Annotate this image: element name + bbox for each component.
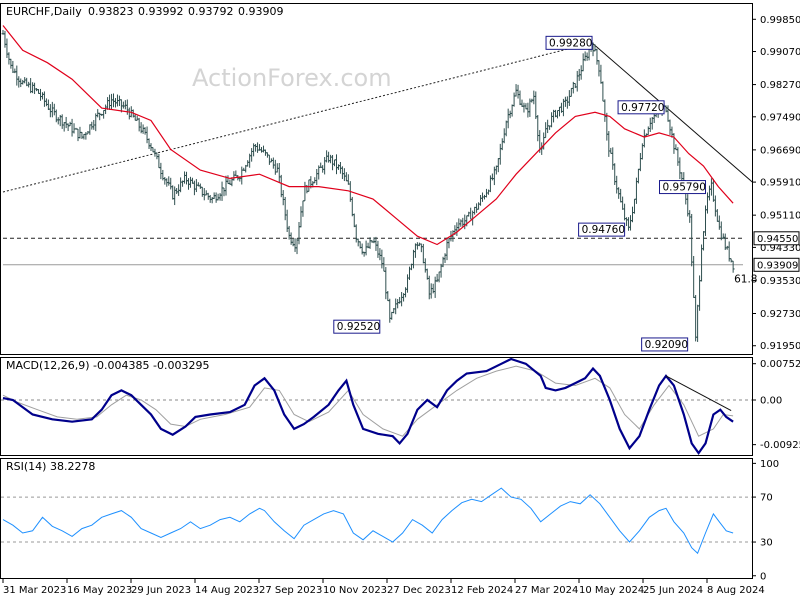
annotation-label-0: 0.99280 <box>549 37 592 49</box>
trendline-0 <box>2 42 593 193</box>
price-panel-frame <box>0 3 753 355</box>
annotation-box-4 <box>333 319 381 334</box>
x-tick-label: 14 Aug 2023 <box>195 585 259 596</box>
annotation-label-2: 0.95790 <box>663 182 706 194</box>
annotation-box-5 <box>641 337 689 352</box>
price-y-tick-label: 0.95910 <box>760 178 800 189</box>
annotation-label-1: 0.97720 <box>621 102 664 114</box>
price-y-tick-label: 0.93530 <box>760 276 800 287</box>
x-tick-label: 25 Jun 2024 <box>643 585 703 596</box>
rsi-panel-frame <box>0 458 753 579</box>
price-y-tick-label: 0.99070 <box>760 47 800 58</box>
x-tick-label: 27 Dec 2023 <box>387 585 451 596</box>
x-tick-label: 12 Feb 2024 <box>451 585 513 596</box>
price-labels: 0.94550 0.93909 <box>753 231 800 272</box>
macd-y-axis: 0.007526 0.00 -0.009252 <box>752 359 800 451</box>
ohlc-high: 0.93992 <box>138 5 184 18</box>
ohlc-open: 0.93823 <box>88 5 134 18</box>
x-tick-label: 8 Aug 2024 <box>707 585 765 596</box>
annotation-label-3: 0.94760 <box>582 224 625 236</box>
macd-trendline <box>665 375 732 412</box>
rsi-series <box>2 487 734 555</box>
price-y-tick-label: 0.96690 <box>760 145 800 156</box>
x-tick-label: 27 Sep 2023 <box>259 585 322 596</box>
annotation-label-6: 61.8 <box>734 274 757 286</box>
rsi-y-tick-label: 70 <box>760 493 773 504</box>
price-y-tick-label: 0.99850 <box>760 15 800 26</box>
macd-lines <box>2 357 734 455</box>
rsi-lines <box>2 487 734 555</box>
macd-y-tick-label: 0.00 <box>760 396 782 407</box>
price-y-tick-label: 0.95110 <box>760 211 800 222</box>
macd-title: MACD(12,26,9) -0.004385 -0.003295 <box>6 359 209 372</box>
price-label-box-1 <box>753 257 800 272</box>
rsi-panel: RSI(14) 38.2278 100 70 30 0 <box>0 458 779 582</box>
annotation-label-4: 0.92520 <box>337 321 380 333</box>
macd-y-tick-label: 0.007526 <box>760 359 800 370</box>
symbol-title: EURCHF,Daily <box>6 5 82 18</box>
x-tick-label: 31 Mar 2023 <box>3 585 66 596</box>
x-tick-label: 10 Nov 2023 <box>323 585 387 596</box>
macd-panel-frame <box>0 357 753 456</box>
annotation-box-0 <box>545 35 593 50</box>
annotation-box-2 <box>659 180 707 195</box>
macd-series-signal <box>2 365 734 437</box>
moving-average-line <box>2 25 734 246</box>
x-tick-label: 10 May 2024 <box>579 585 644 596</box>
annotation-label-5: 0.92090 <box>645 339 688 351</box>
price-bars <box>1 30 735 342</box>
annotation-box-6 <box>731 272 750 286</box>
ohlc-low: 0.93792 <box>188 5 234 18</box>
x-tick-label: 27 Mar 2024 <box>515 585 578 596</box>
price-trendlines <box>2 42 754 266</box>
price-y-tick-label: 0.92730 <box>760 309 800 320</box>
rsi-y-tick-label: 0 <box>760 571 766 582</box>
price-y-axis: 0.99850 0.99070 0.98270 0.97490 0.96690 0.959… <box>752 15 800 352</box>
annotation-box-3 <box>578 222 626 237</box>
macd-series-macd <box>2 357 734 455</box>
price-y-tick-label: 0.98270 <box>760 80 800 91</box>
rsi-y-tick-label: 100 <box>760 459 779 470</box>
watermark: ActionForex.com <box>192 64 392 92</box>
price-y-tick-label: 0.94330 <box>760 243 800 254</box>
price-label-1: 0.93909 <box>757 260 798 271</box>
rsi-levels <box>1 496 752 543</box>
price-label-0: 0.94550 <box>757 234 798 245</box>
rsi-title: RSI(14) 38.2278 <box>6 460 95 473</box>
rsi-y-axis: 100 70 30 0 <box>752 459 779 582</box>
price-label-box-0 <box>753 231 800 246</box>
macd-panel: MACD(12,26,9) -0.004385 -0.003295 0.0075… <box>0 357 800 456</box>
x-tick-label: 29 Jun 2023 <box>131 585 191 596</box>
trendline-1 <box>591 42 754 183</box>
annotation-box-1 <box>617 100 665 115</box>
price-y-tick-label: 0.91950 <box>760 341 800 352</box>
x-tick-label: 16 May 2023 <box>67 585 132 596</box>
ohlc-close: 0.93909 <box>238 5 284 18</box>
macd-y-tick-label: -0.009252 <box>760 440 800 451</box>
price-panel: ActionForex.com 0.992800.977200.957900.9… <box>0 3 800 355</box>
price-y-tick-label: 0.97490 <box>760 112 800 123</box>
price-annotations: 0.99280 0.97720 0.95790 0.94760 0.92520 0.920… <box>333 35 757 352</box>
rsi-y-tick-label: 30 <box>760 538 773 549</box>
